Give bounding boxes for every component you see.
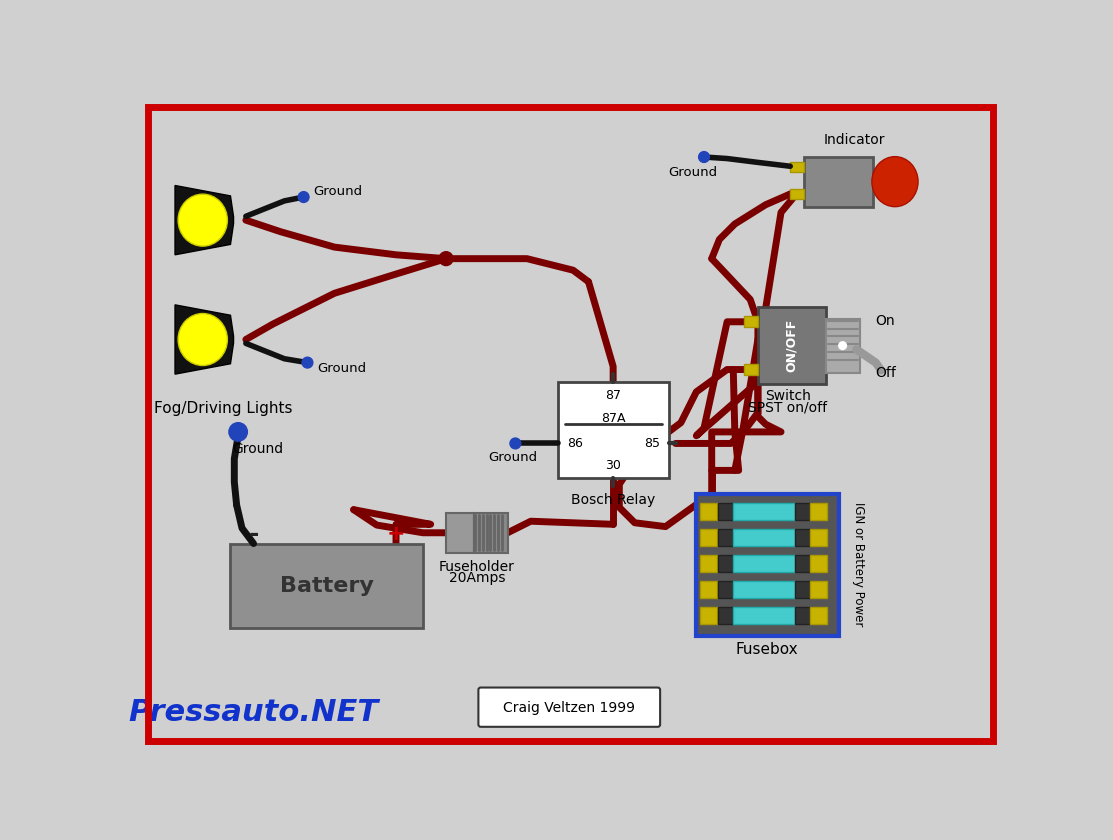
Text: Ground: Ground (314, 185, 363, 198)
Bar (790, 162, 804, 171)
Bar (718, 581, 733, 598)
Text: Ground: Ground (232, 442, 283, 456)
Polygon shape (175, 305, 234, 374)
Bar (700, 502, 717, 520)
Polygon shape (175, 186, 234, 255)
Bar (745, 364, 758, 375)
Bar (700, 555, 717, 572)
Text: Craig Veltzen 1999: Craig Veltzen 1999 (503, 701, 636, 715)
Bar (446, 512, 474, 553)
Text: ON/OFF: ON/OFF (786, 319, 798, 372)
Circle shape (839, 342, 847, 349)
Ellipse shape (871, 156, 918, 207)
Text: Off: Off (876, 365, 897, 380)
Bar (804, 157, 874, 207)
Text: Pressauto.NET: Pressauto.NET (128, 698, 378, 727)
Bar (733, 581, 795, 598)
Circle shape (510, 438, 521, 449)
Bar (700, 607, 717, 624)
Bar (733, 529, 795, 546)
Bar (700, 529, 717, 546)
Bar (733, 607, 795, 624)
Text: -: - (248, 522, 258, 546)
Bar (795, 607, 810, 624)
Circle shape (298, 192, 309, 202)
Bar (795, 581, 810, 598)
Bar (718, 555, 733, 572)
Bar (733, 502, 795, 520)
Bar (810, 581, 827, 598)
Bar (810, 502, 827, 520)
Bar (474, 512, 508, 553)
Text: Battery: Battery (279, 576, 374, 596)
FancyBboxPatch shape (479, 688, 660, 727)
Bar (795, 529, 810, 546)
Text: Fusebox: Fusebox (736, 643, 798, 658)
Bar (558, 382, 669, 478)
Bar (795, 555, 810, 572)
Text: Ground: Ground (668, 166, 717, 179)
Text: 87: 87 (605, 389, 621, 402)
Circle shape (302, 357, 313, 368)
Bar (697, 493, 839, 636)
Bar (733, 555, 795, 572)
Ellipse shape (178, 194, 227, 246)
Bar (230, 543, 423, 628)
Text: On: On (876, 314, 895, 328)
Text: 20Amps: 20Amps (449, 571, 505, 585)
Bar (758, 307, 826, 384)
Bar (810, 607, 827, 624)
Text: Ground: Ground (317, 362, 366, 375)
Ellipse shape (178, 313, 227, 365)
Bar (718, 502, 733, 520)
Text: 87A: 87A (601, 412, 626, 425)
Text: Switch: Switch (765, 389, 811, 402)
Bar (795, 502, 810, 520)
Text: Fog/Driving Lights: Fog/Driving Lights (154, 402, 292, 417)
Text: Indicator: Indicator (824, 133, 885, 147)
Text: Bosch Relay: Bosch Relay (571, 492, 656, 507)
Circle shape (699, 151, 709, 162)
Text: +: + (386, 524, 405, 544)
Circle shape (229, 423, 247, 441)
Text: Fuseholder: Fuseholder (439, 559, 515, 574)
Bar (810, 529, 827, 546)
Bar (700, 581, 717, 598)
Bar (826, 318, 860, 373)
Bar (745, 317, 758, 327)
Text: 85: 85 (644, 437, 660, 450)
Bar (718, 607, 733, 624)
Bar (790, 189, 804, 198)
Text: IGN or Battery Power: IGN or Battery Power (851, 502, 865, 627)
Bar (810, 555, 827, 572)
Text: 30: 30 (605, 459, 621, 471)
Text: Ground: Ground (489, 451, 538, 464)
Text: 86: 86 (567, 437, 582, 450)
Bar (718, 529, 733, 546)
Circle shape (440, 252, 453, 265)
Text: SPST on/off: SPST on/off (748, 400, 827, 414)
